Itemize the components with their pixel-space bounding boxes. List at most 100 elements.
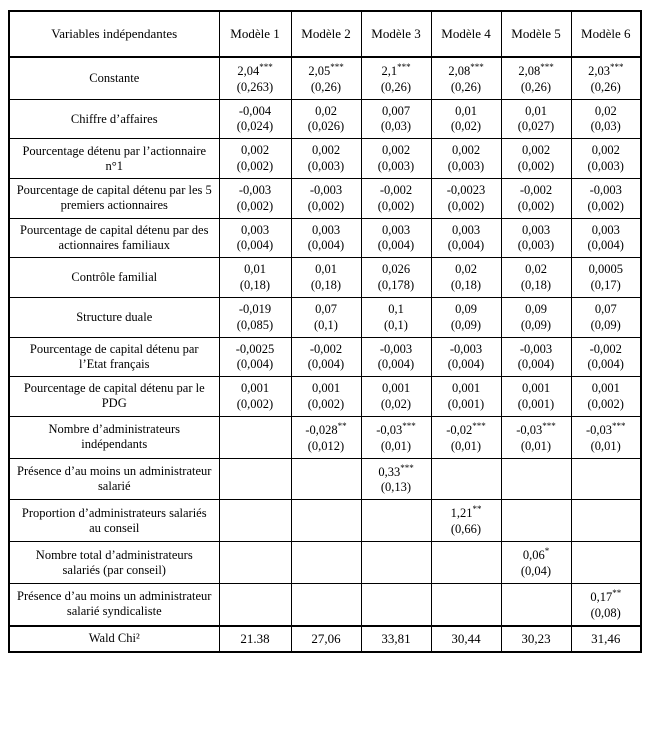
std-error: (0,012) xyxy=(296,439,357,454)
value-cell: -0,003(0,002) xyxy=(219,179,291,219)
coef-value: 0,02 xyxy=(525,262,547,276)
coef: 0,17** xyxy=(576,588,637,606)
value-cell: 0,06*(0,04) xyxy=(501,542,571,584)
coef-value: -0,003 xyxy=(380,342,412,356)
std-error: (0,003) xyxy=(296,159,357,174)
std-error: (0,26) xyxy=(576,80,637,95)
coef-value: -0,03 xyxy=(516,423,542,437)
value-cell: 0,17**(0,08) xyxy=(571,583,641,625)
std-error: (0,004) xyxy=(576,357,637,372)
header-model-4: Modèle 4 xyxy=(431,11,501,57)
coef-value: 0,09 xyxy=(525,302,547,316)
value-cell: -0,004(0,024) xyxy=(219,99,291,139)
std-error: (0,003) xyxy=(436,159,497,174)
coef: -0,0023 xyxy=(436,183,497,199)
std-error: (0,66) xyxy=(436,522,497,537)
coef-value: -0,0025 xyxy=(236,342,275,356)
coef: 0,09 xyxy=(506,302,567,318)
value-cell: -0,003(0,002) xyxy=(571,179,641,219)
coef-value: 2,04 xyxy=(237,64,259,78)
coef: -0,004 xyxy=(224,104,287,120)
coef-value: 0,01 xyxy=(455,104,477,118)
header-model-3: Modèle 3 xyxy=(361,11,431,57)
coef-value: 2,03 xyxy=(588,64,610,78)
coef-value: 0,17 xyxy=(590,590,612,604)
value-cell: -0,019(0,085) xyxy=(219,297,291,337)
coef: 0,007 xyxy=(366,104,427,120)
row-label: Proportion d’administrateurs salariés au… xyxy=(9,500,219,542)
coef-value: 2,08 xyxy=(518,64,540,78)
coef: 0,003 xyxy=(576,223,637,239)
value-cell: 0,001(0,001) xyxy=(431,377,501,417)
coef: -0,02*** xyxy=(436,421,497,439)
coef-value: -0,004 xyxy=(239,104,271,118)
value-cell: -0,03***(0,01) xyxy=(361,416,431,458)
value-cell: 2,05***(0,26) xyxy=(291,57,361,99)
coef-value: 0,02 xyxy=(455,262,477,276)
std-error: (0,004) xyxy=(436,357,497,372)
coef: 0,002 xyxy=(436,143,497,159)
std-error: (0,01) xyxy=(436,439,497,454)
significance-stars: *** xyxy=(540,62,554,72)
value-cell: 0,001(0,002) xyxy=(219,377,291,417)
std-error: (0,004) xyxy=(366,238,427,253)
coef: -0,003 xyxy=(224,183,287,199)
coef: -0,002 xyxy=(506,183,567,199)
coef: 0,002 xyxy=(296,143,357,159)
coef: 1,21** xyxy=(436,504,497,522)
footer-val-5: 30,23 xyxy=(501,626,571,652)
value-cell: 2,08***(0,26) xyxy=(501,57,571,99)
std-error: (0,04) xyxy=(506,564,567,579)
std-error: (0,002) xyxy=(436,199,497,214)
table-row: Constante2,04***(0,263)2,05***(0,26)2,1*… xyxy=(9,57,641,99)
row-label: Présence d’au moins un administrateur sa… xyxy=(9,583,219,625)
value-cell: 0,002(0,002) xyxy=(219,139,291,179)
coef: 0,02 xyxy=(296,104,357,120)
coef: -0,028** xyxy=(296,421,357,439)
value-cell: 2,04***(0,263) xyxy=(219,57,291,99)
value-cell: 0,01(0,18) xyxy=(219,258,291,298)
value-cell xyxy=(219,458,291,500)
coef: 0,003 xyxy=(506,223,567,239)
significance-stars: *** xyxy=(470,62,484,72)
coef: 0,33*** xyxy=(366,463,427,481)
coef-value: 2,05 xyxy=(308,64,330,78)
std-error: (0,003) xyxy=(506,238,567,253)
table-row: Chiffre d’affaires-0,004(0,024)0,02(0,02… xyxy=(9,99,641,139)
value-cell xyxy=(361,500,431,542)
std-error: (0,01) xyxy=(366,439,427,454)
coef: 0,01 xyxy=(296,262,357,278)
std-error: (0,178) xyxy=(366,278,427,293)
coef-value: 0,026 xyxy=(382,262,410,276)
value-cell: 0,02(0,18) xyxy=(501,258,571,298)
coef: 0,003 xyxy=(436,223,497,239)
coef-value: 0,002 xyxy=(382,143,410,157)
header-model-1: Modèle 1 xyxy=(219,11,291,57)
value-cell: 0,002(0,003) xyxy=(291,139,361,179)
std-error: (0,026) xyxy=(296,119,357,134)
footer-val-3: 33,81 xyxy=(361,626,431,652)
value-cell xyxy=(361,583,431,625)
coef-value: 0,07 xyxy=(595,302,617,316)
footer-val-2: 27,06 xyxy=(291,626,361,652)
coef-value: -0,003 xyxy=(590,183,622,197)
value-cell xyxy=(219,500,291,542)
std-error: (0,263) xyxy=(224,80,287,95)
row-label: Pourcentage de capital détenu par le PDG xyxy=(9,377,219,417)
value-cell: 0,026 (0,178) xyxy=(361,258,431,298)
value-cell: -0,002(0,002) xyxy=(501,179,571,219)
significance-stars: *** xyxy=(400,463,414,473)
coef: 0,002 xyxy=(506,143,567,159)
value-cell xyxy=(571,500,641,542)
coef: 0,003 xyxy=(296,223,357,239)
value-cell: 0,003(0,004) xyxy=(571,218,641,258)
coef: 0,001 xyxy=(436,381,497,397)
coef-value: -0,03 xyxy=(376,423,402,437)
std-error: (0,004) xyxy=(296,238,357,253)
footer-row: Wald Chi² 21.38 27,06 33,81 30,44 30,23 … xyxy=(9,626,641,652)
coef-value: 0,02 xyxy=(595,104,617,118)
value-cell: -0,002(0,004) xyxy=(571,337,641,377)
header-row: Variables indépendantes Modèle 1 Modèle … xyxy=(9,11,641,57)
significance-stars: *** xyxy=(472,421,486,431)
std-error: (0,002) xyxy=(296,397,357,412)
